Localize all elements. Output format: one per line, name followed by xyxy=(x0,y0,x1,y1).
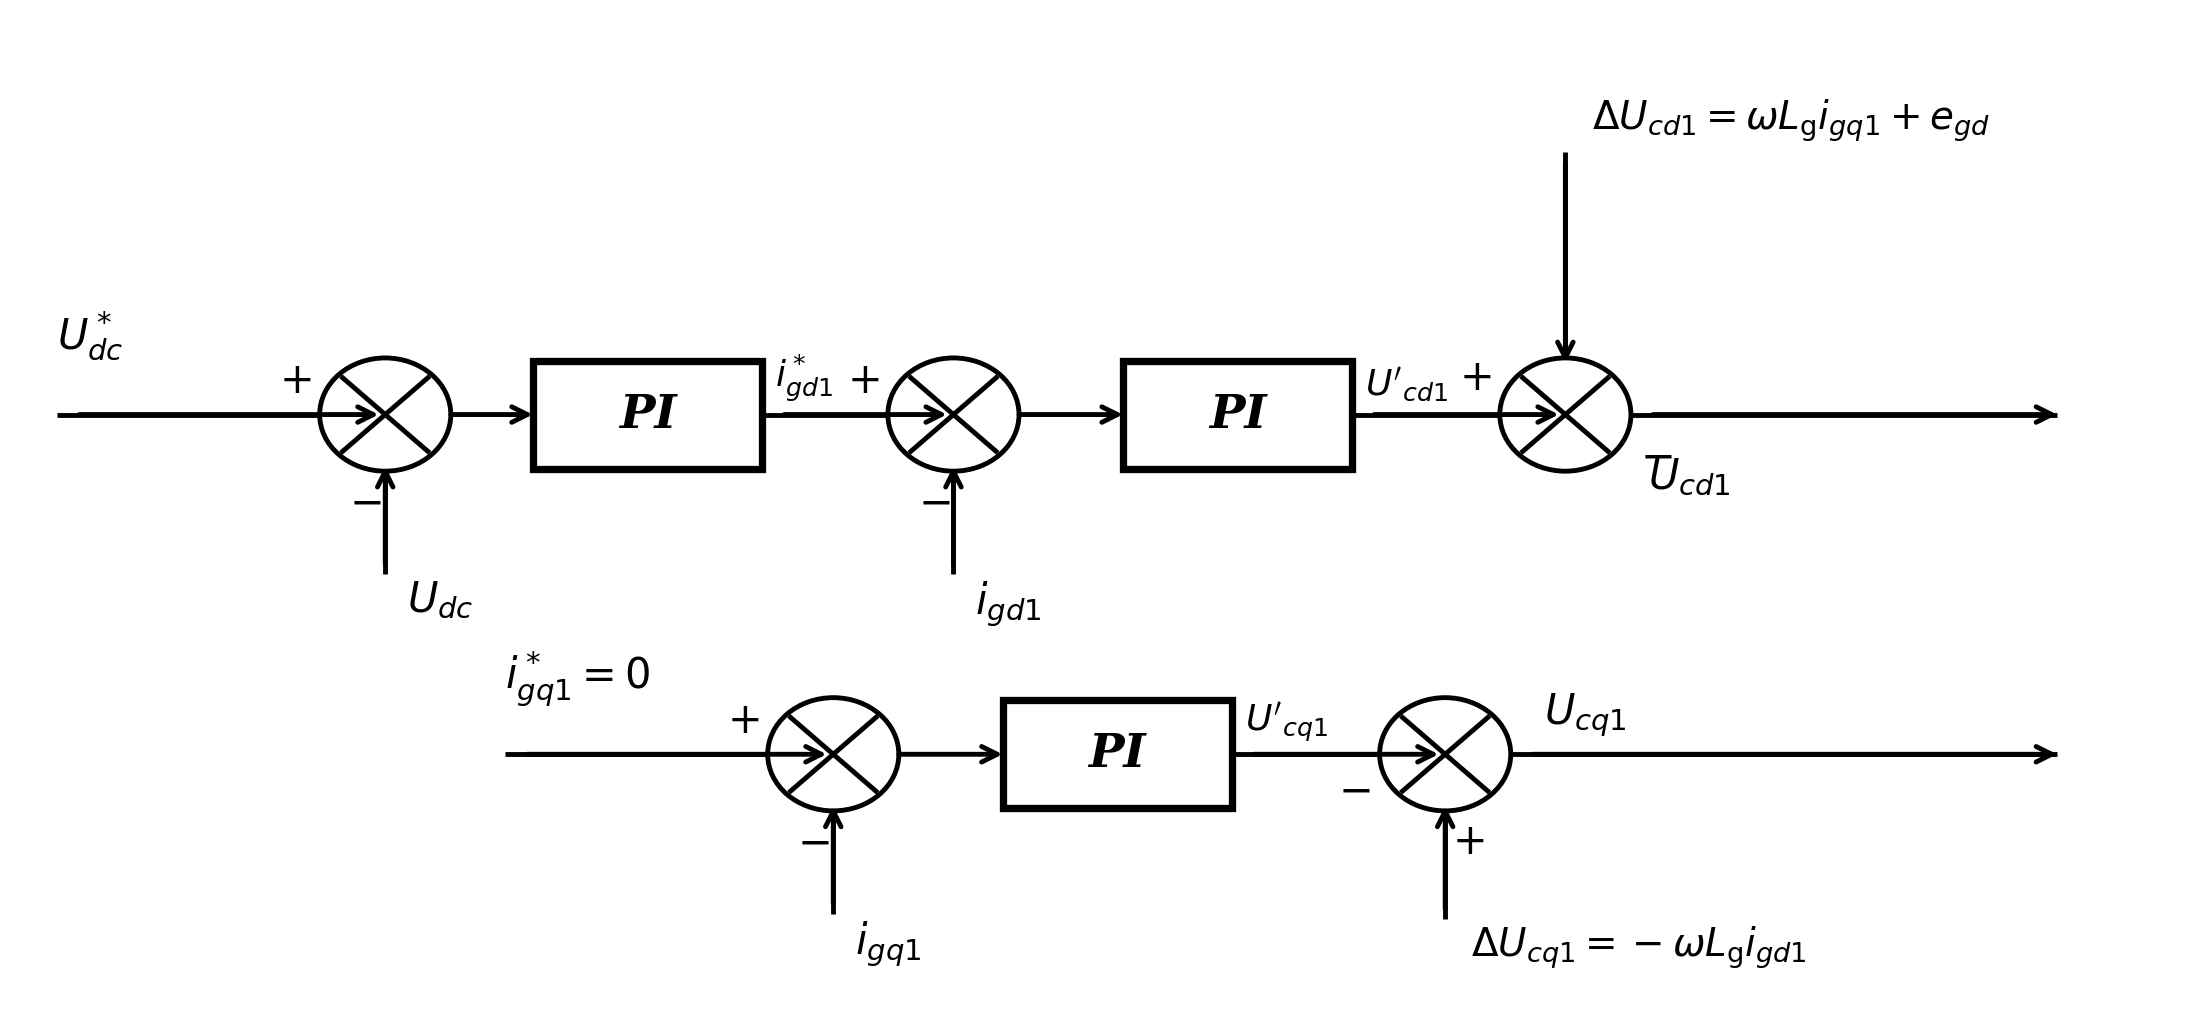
Text: $i^*_{gd1}$: $i^*_{gd1}$ xyxy=(776,353,833,405)
Bar xyxy=(1003,701,1231,808)
Text: $-$: $-$ xyxy=(348,481,381,524)
Text: PI: PI xyxy=(1089,732,1146,777)
Text: $\Delta U_{cd1} = \omega L_{\mathrm{g}}i_{gq1} + e_{gd}$: $\Delta U_{cd1} = \omega L_{\mathrm{g}}i… xyxy=(1591,97,1989,144)
Text: $i^*_{gq1} = 0$: $i^*_{gq1} = 0$ xyxy=(506,648,651,708)
Text: $+$: $+$ xyxy=(1459,357,1492,400)
Text: $i_{gd1}$: $i_{gd1}$ xyxy=(975,580,1041,629)
Text: $-$: $-$ xyxy=(918,481,951,524)
Text: $+$: $+$ xyxy=(846,360,879,403)
Text: $+$: $+$ xyxy=(1453,821,1483,863)
Text: $i_{gq1}$: $i_{gq1}$ xyxy=(854,919,922,969)
Text: PI: PI xyxy=(1209,391,1266,438)
Text: $U'_{cq1}$: $U'_{cq1}$ xyxy=(1244,701,1328,744)
Text: PI: PI xyxy=(618,391,677,438)
Text: $U_{cq1}$: $U_{cq1}$ xyxy=(1542,691,1626,739)
Text: $-$: $-$ xyxy=(1339,770,1372,811)
Text: $+$: $+$ xyxy=(278,360,311,403)
Text: $\Delta U_{cq1} = -\omega L_{\mathrm{g}}i_{gd1}$: $\Delta U_{cq1} = -\omega L_{\mathrm{g}}… xyxy=(1472,924,1808,971)
Text: $+$: $+$ xyxy=(727,700,758,742)
Bar xyxy=(532,360,762,469)
Text: $-$: $-$ xyxy=(798,821,830,863)
Text: $U_{cd1}$: $U_{cd1}$ xyxy=(1648,455,1731,498)
Text: $-$: $-$ xyxy=(1639,435,1672,477)
Text: $U_{dc}$: $U_{dc}$ xyxy=(408,580,473,621)
Bar xyxy=(1122,360,1352,469)
Text: $U^*_{dc}$: $U^*_{dc}$ xyxy=(57,309,125,363)
Text: $U'_{cd1}$: $U'_{cd1}$ xyxy=(1365,366,1448,405)
